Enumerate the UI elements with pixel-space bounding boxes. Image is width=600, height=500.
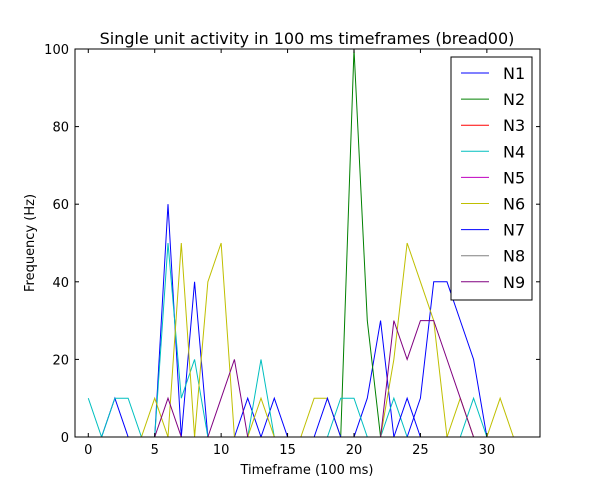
y-tick-label: 40 <box>52 276 69 291</box>
x-tick-label: 15 <box>279 443 296 458</box>
x-tick-label: 5 <box>151 443 159 458</box>
y-tick-label: 0 <box>61 431 69 446</box>
legend-label-n7: N7 <box>503 221 525 240</box>
legend-label-n6: N6 <box>503 195 525 214</box>
y-tick-label: 80 <box>52 121 69 136</box>
legend: N1 N2 N3 N4 N5 N6 N7 N8 N9 <box>450 56 533 301</box>
legend-label-n8: N8 <box>503 247 525 266</box>
x-axis-label: Timeframe (100 ms) <box>239 463 373 478</box>
legend-box <box>450 56 533 301</box>
series-line-n1 <box>88 204 527 437</box>
y-tick-label: 20 <box>52 353 69 368</box>
legend-label-n5: N5 <box>503 168 525 187</box>
legend-label-n1: N1 <box>503 64 525 83</box>
y-tick-label: 60 <box>52 198 69 213</box>
x-tick-label: 30 <box>479 443 496 458</box>
x-tick-label: 20 <box>346 443 363 458</box>
legend-label-n2: N2 <box>503 90 525 109</box>
y-axis-label: Frequency (Hz) <box>23 194 38 292</box>
legend-label-n9: N9 <box>503 273 525 292</box>
plot-frame <box>74 48 541 438</box>
chart-title: Single unit activity in 100 ms timeframe… <box>100 29 515 48</box>
ticks-layer: 0 5 10 15 20 25 30 0 20 40 60 80 100 <box>44 43 540 458</box>
series-layer <box>87 48 527 437</box>
x-tick-label: 25 <box>412 443 429 458</box>
legend-label-n3: N3 <box>503 116 525 135</box>
series-line-n4 <box>87 242 527 437</box>
x-tick-label: 10 <box>213 443 230 458</box>
y-tick-label: 100 <box>44 43 69 58</box>
x-tick-label: 0 <box>84 443 92 458</box>
legend-label-n4: N4 <box>503 142 525 161</box>
series-line-n9 <box>88 320 527 437</box>
